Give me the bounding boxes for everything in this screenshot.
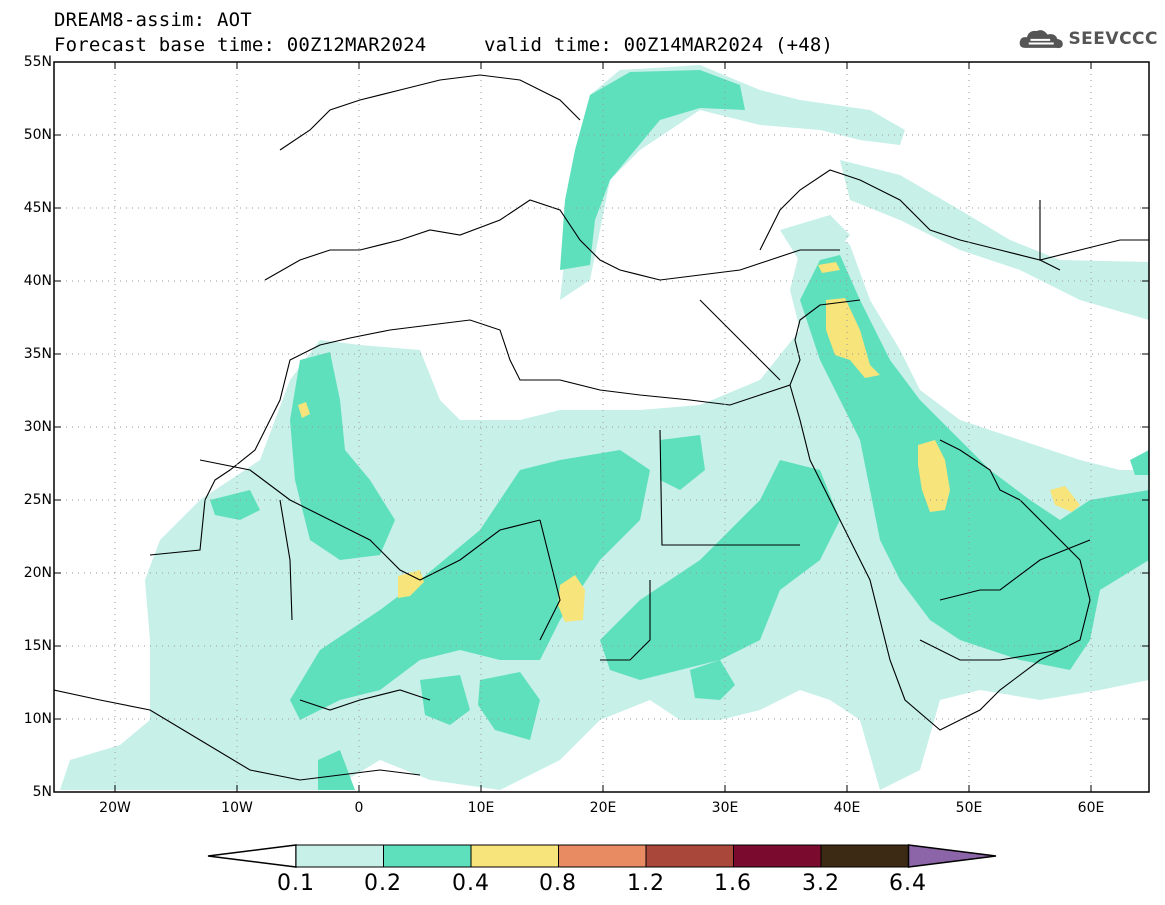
colorbar-label-6.4: 6.4 [889,871,927,896]
forecast-base-time: Forecast base time: 00Z12MAR2024 [54,34,427,56]
title-product: DREAM8-assim: AOT [54,9,252,31]
lat-label-25n: 25N [23,492,52,508]
lat-label-45n: 45N [23,200,52,216]
aot-level-0.4 [298,262,1080,622]
coastlines-borders [54,74,1149,781]
aot-level-0.2 [210,70,1149,790]
lat-label-15n: 15N [23,638,52,654]
valid-time: valid time: 00Z14MAR2024 (+48) [484,34,834,56]
colorbar-bin-1.2 [645,844,734,868]
lat-label-50n: 50N [23,127,52,143]
logo-text: SEEVCCC [1068,29,1158,49]
colorbar-label-1.6: 1.6 [714,871,752,896]
lon-label-20w: 20W [99,800,131,816]
colorbar-bin-1.6 [733,844,822,868]
lon-label-50e: 50E [955,800,983,816]
cloud-icon [1019,30,1063,49]
colorbar-label-1.2: 1.2 [627,871,665,896]
lon-label-30e: 30E [711,800,739,816]
colorbar-bin-0.4 [470,844,559,868]
colorbar-bin-0.8 [558,844,647,868]
colorbar-low-arrow [207,844,297,868]
colorbar-bin-0.2 [383,844,472,868]
lat-label-5n: 5N [32,784,52,800]
lon-label-10w: 10W [221,800,253,816]
colorbar-label-0.2: 0.2 [364,871,402,896]
lon-label-20e: 20E [589,800,617,816]
colorbar-label-0.4: 0.4 [452,871,490,896]
lat-label-20n: 20N [23,565,52,581]
lat-label-10n: 10N [23,711,52,727]
lat-label-55n: 55N [23,54,52,70]
lat-label-30n: 30N [23,419,52,435]
colorbar-label-0.8: 0.8 [539,871,577,896]
colorbar-bin-0.1 [295,844,384,868]
colorbar-bin-3.2 [820,844,909,868]
seevccc-logo: SEEVCCC [1018,24,1158,54]
axis-ticks [54,61,1149,793]
colorbar-high-arrow [907,844,997,868]
lon-label-40e: 40E [833,800,861,816]
lon-label-0: 0 [354,800,364,816]
colorbar-label-0.1: 0.1 [277,871,315,896]
lon-label-60e: 60E [1077,800,1105,816]
lon-label-10e: 10E [467,800,495,816]
lat-label-40n: 40N [23,273,52,289]
lat-label-35n: 35N [23,346,52,362]
colorbar-label-3.2: 3.2 [802,871,840,896]
colorbar [207,844,997,868]
